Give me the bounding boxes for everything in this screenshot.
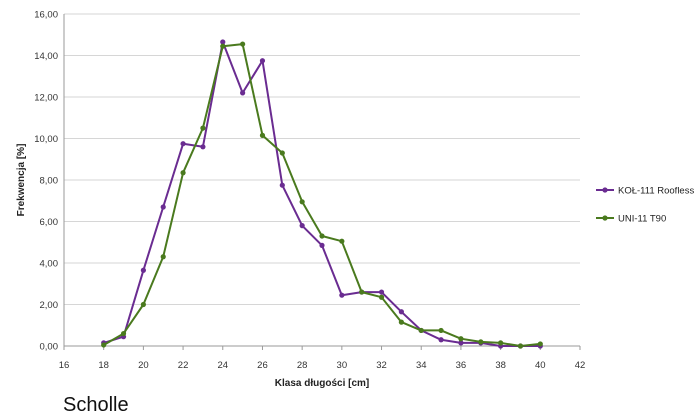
data-point-1 xyxy=(537,341,543,347)
data-point-1 xyxy=(319,233,325,239)
data-point-1 xyxy=(418,327,424,334)
x-axis-title: Klasa długości [cm] xyxy=(275,378,369,389)
series-layer xyxy=(101,39,543,349)
x-tick-labels: 16 18 20 22 24 26 28 30 32 34 36 38 40 42 xyxy=(59,360,586,371)
data-point-1 xyxy=(339,238,345,244)
legend-label: UNI-11 T90 xyxy=(618,214,666,225)
x-tick-label: 36 xyxy=(456,360,467,371)
series-line-0 xyxy=(103,41,541,347)
data-point-0 xyxy=(339,292,345,298)
y-axis-title: Frekwencja [%] xyxy=(16,144,27,217)
data-point-1 xyxy=(478,339,484,345)
series-line-1 xyxy=(103,43,541,347)
data-point-1 xyxy=(517,343,524,349)
y-tick-labels: 0,00 2,00 4,00 6,00 8,00 10,00 12,00 14,00 16,00 xyxy=(34,10,58,353)
x-tick-label: 20 xyxy=(138,360,149,371)
legend-swatch-marker xyxy=(602,215,608,221)
y-tick-label: 4,00 xyxy=(40,259,59,270)
data-point-1 xyxy=(498,340,504,346)
data-point-0 xyxy=(200,144,206,150)
legend-swatch-marker xyxy=(602,187,608,193)
legend-label: KOŁ-111 Roofless xyxy=(618,186,694,197)
x-tick-label: 32 xyxy=(376,360,387,371)
data-point-0 xyxy=(319,242,325,248)
data-point-0 xyxy=(398,309,404,315)
data-point-1 xyxy=(200,125,206,131)
y-tick-label: 14,00 xyxy=(34,51,58,62)
data-point-1 xyxy=(259,132,266,138)
data-point-1 xyxy=(220,43,226,49)
data-point-1 xyxy=(359,289,365,295)
y-tick-label: 2,00 xyxy=(40,300,59,311)
data-point-1 xyxy=(120,330,127,337)
data-point-0 xyxy=(240,90,246,96)
data-point-1 xyxy=(160,254,166,260)
x-tick-label: 34 xyxy=(416,360,427,371)
y-tick-label: 6,00 xyxy=(40,217,59,228)
x-tick-label: 22 xyxy=(178,360,189,371)
caption: Scholle xyxy=(63,394,129,416)
legend: KOŁ-111 Roofless UNI-11 T90 xyxy=(596,186,694,225)
x-tick-label: 24 xyxy=(217,360,228,371)
data-point-0 xyxy=(220,39,226,45)
x-tick-label: 28 xyxy=(297,360,308,371)
data-point-0 xyxy=(180,141,186,147)
y-tick-label: 8,00 xyxy=(40,176,59,187)
y-tick-label: 10,00 xyxy=(34,134,58,145)
data-point-0 xyxy=(378,289,385,295)
data-point-0 xyxy=(259,58,266,64)
y-tick-label: 12,00 xyxy=(34,93,58,104)
data-point-0 xyxy=(299,223,305,229)
data-point-1 xyxy=(101,342,107,348)
data-point-1 xyxy=(299,199,305,205)
x-tick-label: 42 xyxy=(575,360,586,371)
data-point-1 xyxy=(378,294,385,300)
data-point-1 xyxy=(279,150,285,156)
data-point-1 xyxy=(240,41,246,47)
data-point-1 xyxy=(140,301,146,308)
data-point-1 xyxy=(438,327,444,334)
data-point-0 xyxy=(279,182,285,188)
x-tick-label: 30 xyxy=(337,360,348,371)
gridlines xyxy=(64,13,580,347)
data-point-0 xyxy=(438,337,444,343)
x-tick-label: 38 xyxy=(495,360,506,371)
y-tick-label: 0,00 xyxy=(40,342,59,353)
axes xyxy=(63,14,581,350)
x-tick-label: 40 xyxy=(535,360,546,371)
data-point-0 xyxy=(140,267,146,273)
x-tick-label: 18 xyxy=(98,360,109,371)
y-tick-label: 16,00 xyxy=(34,10,58,21)
x-tick-label: 16 xyxy=(59,360,70,371)
data-point-0 xyxy=(160,204,166,210)
data-point-1 xyxy=(180,170,186,176)
x-tick-label: 26 xyxy=(257,360,268,371)
data-point-1 xyxy=(398,319,404,325)
data-point-0 xyxy=(458,340,464,346)
data-point-1 xyxy=(458,336,464,342)
